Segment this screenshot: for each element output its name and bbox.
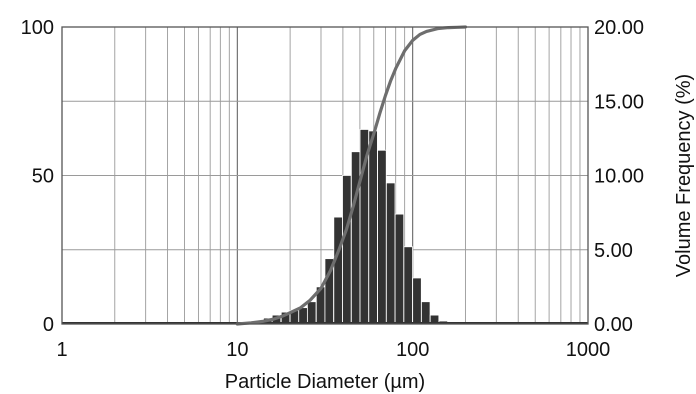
histogram-bar [368, 130, 378, 325]
histogram-bar [421, 301, 431, 325]
left-y-tick-label: 50 [32, 166, 54, 188]
right-y-tick-label: 10.00 [594, 166, 644, 188]
histogram-bar [298, 307, 308, 325]
cumulative-curve [235, 25, 468, 326]
histogram-bar [412, 277, 422, 325]
plot-frame [61, 26, 589, 325]
left-y-tick-label: 100 [21, 17, 54, 39]
histogram-bar [377, 149, 387, 325]
x-tick-label: 1 [56, 339, 67, 361]
histogram-bar [385, 182, 396, 325]
x-tick-label: 100 [396, 339, 429, 361]
left-y-tick-label: 0 [43, 314, 54, 336]
histogram-bar [333, 216, 343, 325]
x-tick-label: 1000 [566, 339, 611, 361]
right-y-tick-label: 0.00 [594, 314, 633, 336]
x-tick-label: 10 [226, 339, 248, 361]
right-y-tick-label: 15.00 [594, 91, 644, 113]
right-y-tick-label: 20.00 [594, 17, 644, 39]
cumulative-series [235, 25, 468, 326]
x-axis-title: Particle Diameter (µm) [225, 371, 425, 393]
histogram-bar [394, 213, 405, 325]
bar-series [62, 129, 588, 325]
right-y-tick-label: 5.00 [594, 240, 633, 262]
histogram-bar [350, 151, 361, 325]
tick-labels: 1 10 100 1000 0 50 100 0.00 5.00 10.00 15.00 20.00 [21, 17, 644, 361]
histogram-bar [307, 301, 317, 325]
histogram-bar [342, 175, 352, 325]
histogram-bar [403, 246, 413, 325]
right-axis-title: Volume Frequency (%) [673, 74, 695, 277]
